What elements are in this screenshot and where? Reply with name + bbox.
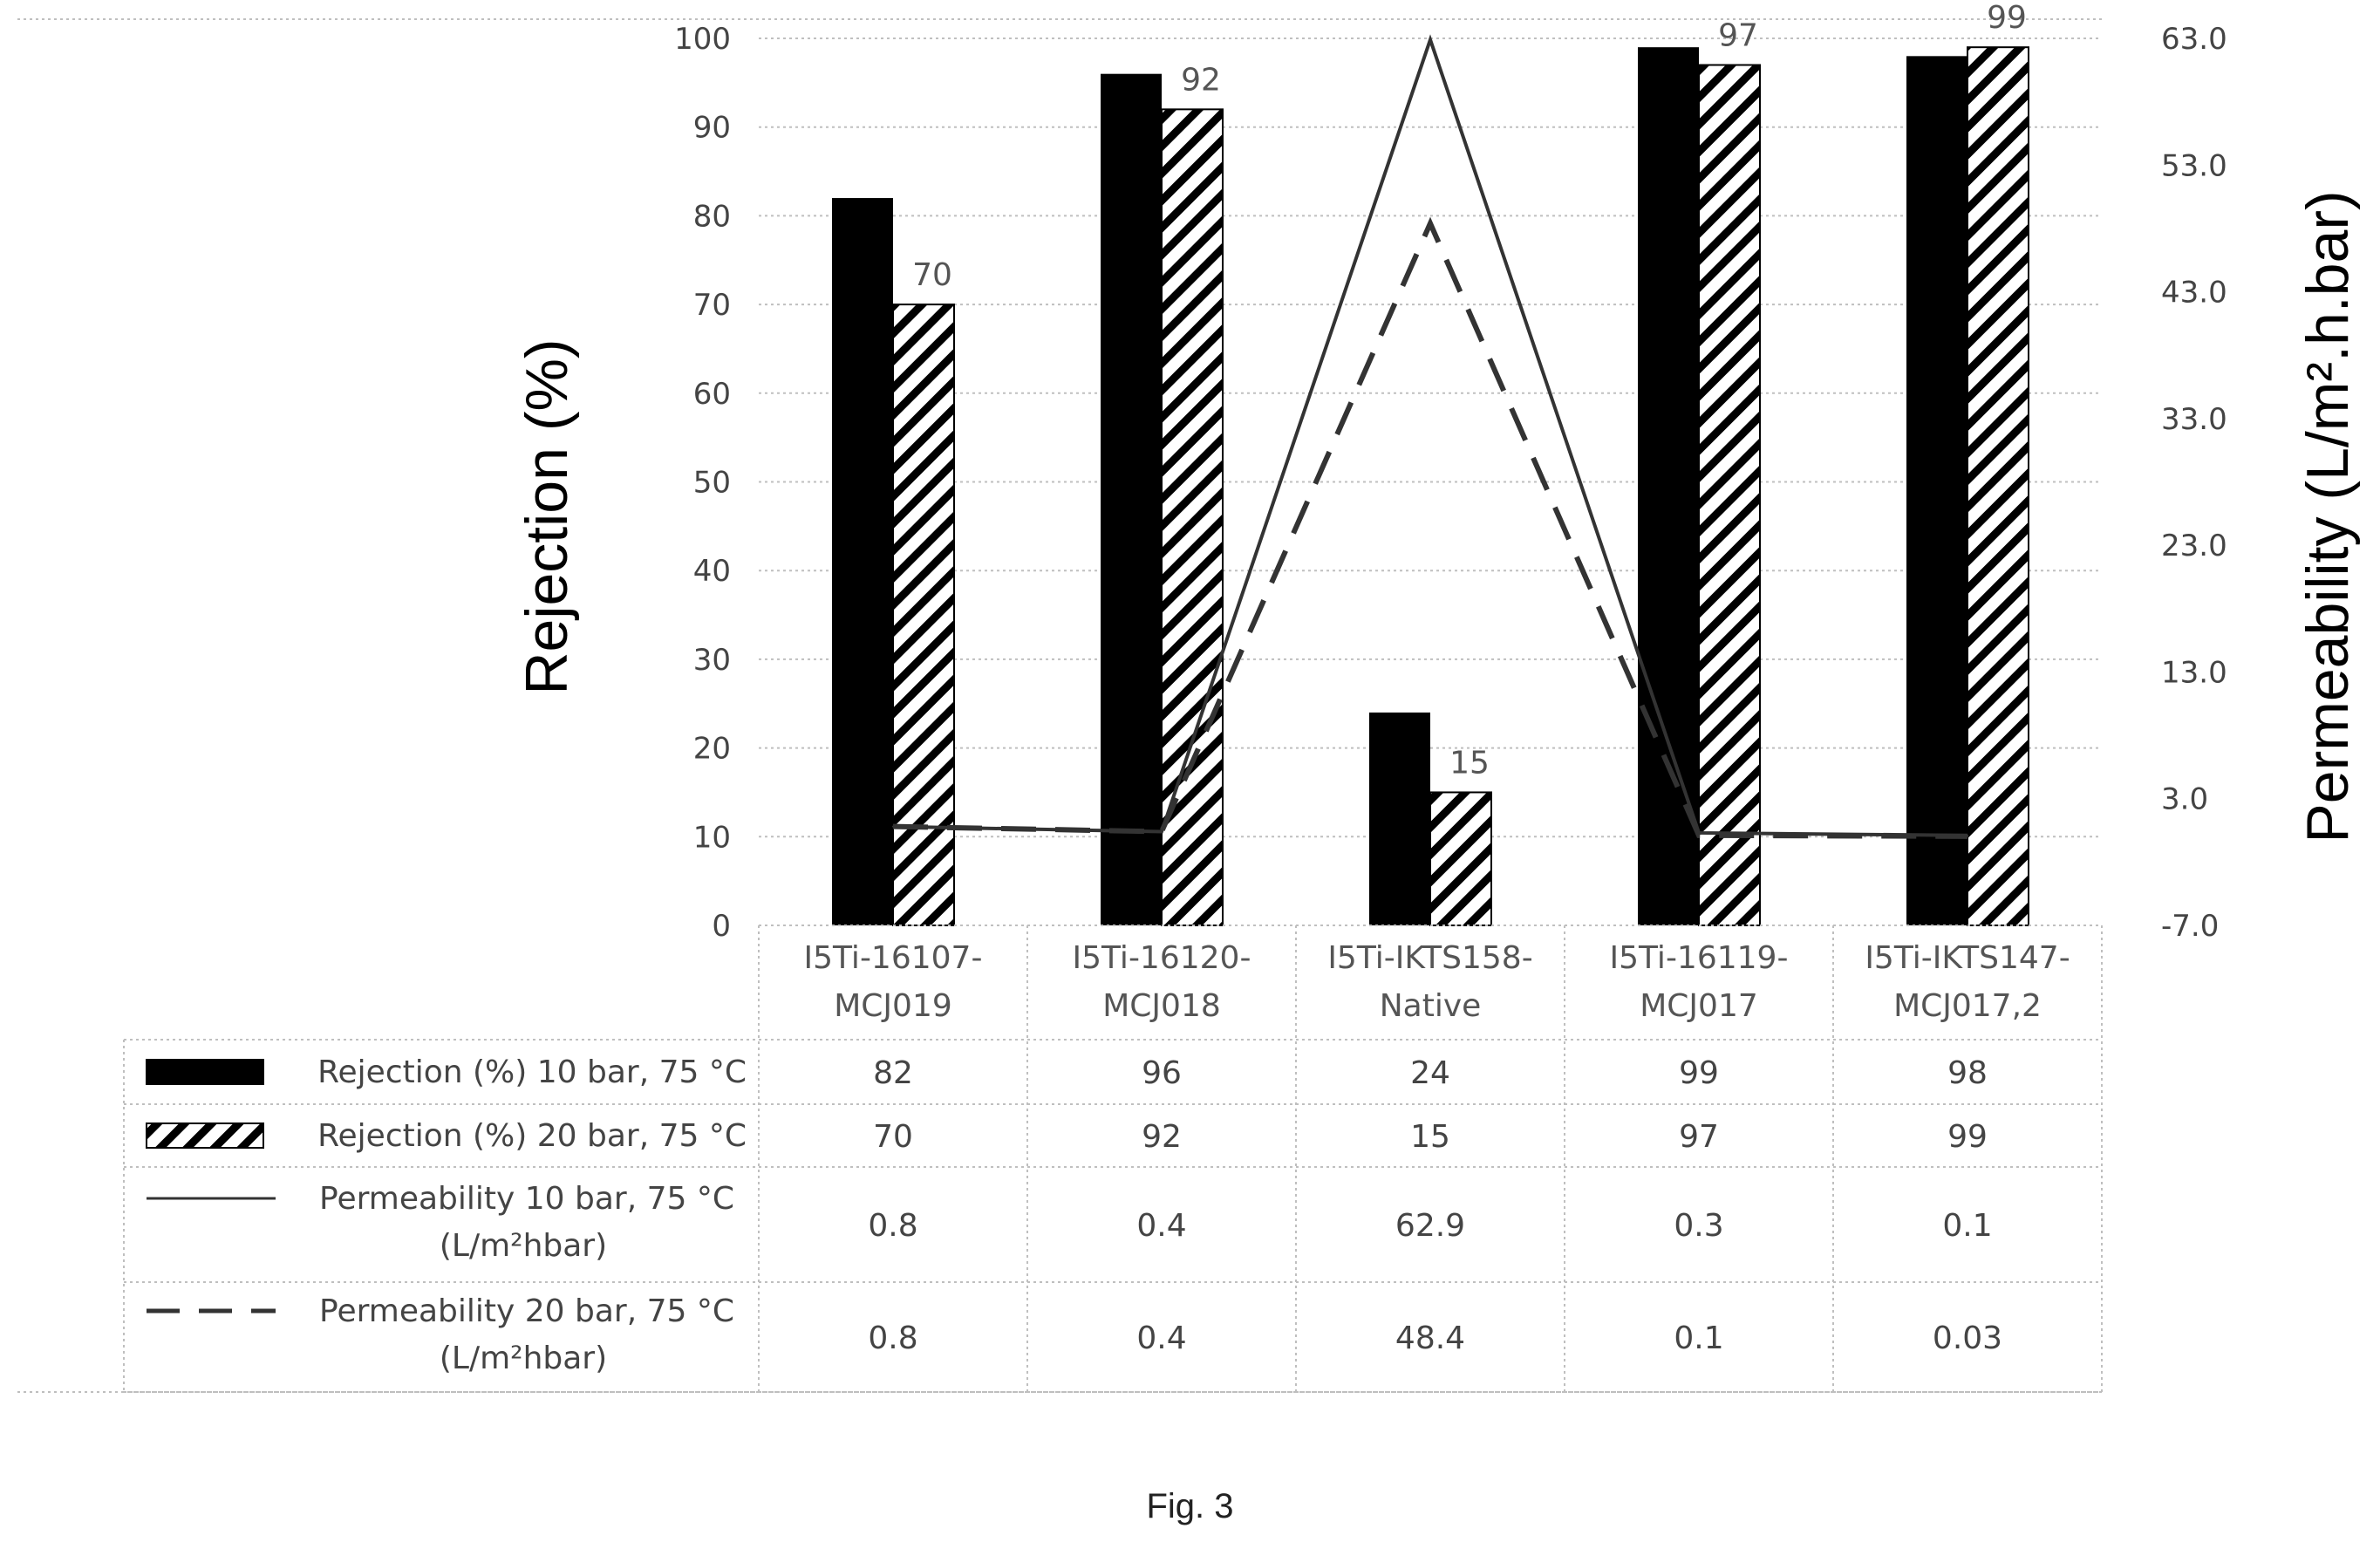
axes: 0 10 20 30 40 50 60 70 80 90 100 -7.0 3.0 13.0 23.0 33.… xyxy=(514,22,2361,944)
bars: 70 92 15 97 99 xyxy=(832,0,2029,927)
y2-tick-label: 13.0 xyxy=(2161,655,2227,690)
table-cell-value: 70 xyxy=(873,1119,913,1155)
y-tick-label: 10 xyxy=(693,820,731,855)
bar-rejection-10bar xyxy=(1101,73,1162,926)
table-cell-value: 0.4 xyxy=(1136,1208,1186,1244)
category-label: I5Ti-IKTS147- xyxy=(1865,940,2070,976)
table-cell-value: 0.4 xyxy=(1136,1320,1186,1356)
bar-rejection-10bar xyxy=(1638,47,1699,926)
line-point xyxy=(892,825,894,828)
y-tick-label: 90 xyxy=(693,111,731,146)
y2-tick-label: 3.0 xyxy=(2161,782,2208,817)
y2-tick-label: 53.0 xyxy=(2161,148,2227,183)
bar-data-label: 97 xyxy=(1718,18,1758,54)
data-table: I5Ti-16107- MCJ019 I5Ti-16120- MCJ018 I5Ti-I… xyxy=(17,925,2103,1393)
y-tick-label: 100 xyxy=(674,22,731,57)
legend-label-unit: (L/m²hbar) xyxy=(440,1228,607,1264)
y2-tick-label: -7.0 xyxy=(2161,909,2219,944)
legend-label: Permeability 20 bar, 75 °C xyxy=(319,1293,734,1329)
line-point xyxy=(1429,38,1431,41)
category-label: Native xyxy=(1380,988,1482,1024)
table-cell-value: 0.3 xyxy=(1674,1208,1723,1244)
y-tick-label: 30 xyxy=(693,643,731,678)
table-cell-value: 24 xyxy=(1410,1055,1450,1091)
category-label: I5Ti-16107- xyxy=(804,940,983,976)
category-label: MCJ017 xyxy=(1640,988,1758,1024)
gridlines xyxy=(17,18,2102,926)
y2-axis-title: Permeability (L/m².h.bar) xyxy=(2295,190,2361,843)
category-label: MCJ018 xyxy=(1102,988,1221,1024)
category-label: I5Ti-IKTS158- xyxy=(1327,940,1532,976)
table-cell-value: 99 xyxy=(1679,1055,1719,1091)
figure-caption: Fig. 3 xyxy=(1146,1487,1234,1525)
table-cell-value: 0.8 xyxy=(868,1320,917,1356)
table-cell-value: 82 xyxy=(873,1055,913,1091)
legend-label-unit: (L/m²hbar) xyxy=(440,1341,607,1376)
line-point xyxy=(1429,222,1431,225)
bar-data-label: 99 xyxy=(1987,0,2027,36)
y-tick-label: 60 xyxy=(693,377,731,412)
table-cell-value: 15 xyxy=(1410,1119,1450,1155)
bar-rejection-10bar xyxy=(1906,56,1967,926)
bar-data-label: 92 xyxy=(1181,62,1221,98)
bar-rejection-20bar xyxy=(1429,791,1492,927)
y-tick-label: 0 xyxy=(712,909,731,944)
table-cell-value: 0.03 xyxy=(1933,1320,2002,1356)
table-cell-value: 96 xyxy=(1142,1055,1182,1091)
table-cell-value: 0.1 xyxy=(1674,1320,1723,1356)
line-point xyxy=(1967,835,1968,837)
y-tick-label: 40 xyxy=(693,554,731,589)
bar-rejection-10bar xyxy=(832,198,893,925)
y2-tick-label: 63.0 xyxy=(2161,22,2227,57)
legend-key-solid-bar xyxy=(146,1059,264,1085)
y-tick-label: 80 xyxy=(693,199,731,234)
category-label: MCJ017,2 xyxy=(1893,988,2042,1024)
bar-rejection-20bar xyxy=(1698,64,1761,926)
bar-rejection-10bar xyxy=(1369,712,1430,925)
table-cell-value: 99 xyxy=(1947,1119,1988,1155)
legend-label: Permeability 10 bar, 75 °C xyxy=(319,1181,734,1217)
y-tick-label: 70 xyxy=(693,288,731,323)
bar-rejection-20bar xyxy=(892,304,955,927)
table-cell-value: 0.1 xyxy=(1942,1208,1992,1244)
table-cell-value: 98 xyxy=(1947,1055,1988,1091)
bar-rejection-20bar xyxy=(1967,46,2029,927)
lines xyxy=(892,34,1968,839)
legend-key-hatched-bar xyxy=(146,1123,264,1149)
table-cell-value: 92 xyxy=(1142,1119,1182,1155)
table-cell-value: 62.9 xyxy=(1395,1208,1465,1244)
y2-tick-label: 43.0 xyxy=(2161,276,2227,310)
y2-tick-label: 23.0 xyxy=(2161,529,2227,563)
y2-tick-label: 33.0 xyxy=(2161,402,2227,437)
legend-label: Rejection (%) 20 bar, 75 °C xyxy=(317,1118,747,1154)
table-cell-value: 48.4 xyxy=(1395,1320,1465,1356)
y-tick-label: 50 xyxy=(693,466,731,501)
y-axis-title: Rejection (%) xyxy=(514,338,580,694)
line-point xyxy=(1161,830,1163,833)
bar-rejection-20bar xyxy=(1161,108,1224,927)
table-cell-value: 97 xyxy=(1679,1119,1719,1155)
category-label: MCJ019 xyxy=(834,988,952,1024)
y-tick-label: 20 xyxy=(693,732,731,767)
bar-data-label: 15 xyxy=(1449,745,1490,781)
category-label: I5Ti-16120- xyxy=(1073,940,1251,976)
line-point xyxy=(1698,834,1700,836)
table-cell-value: 0.8 xyxy=(868,1208,917,1244)
category-label: I5Ti-16119- xyxy=(1610,940,1789,976)
legend-label: Rejection (%) 10 bar, 75 °C xyxy=(317,1054,747,1090)
bar-data-label: 70 xyxy=(912,257,952,293)
